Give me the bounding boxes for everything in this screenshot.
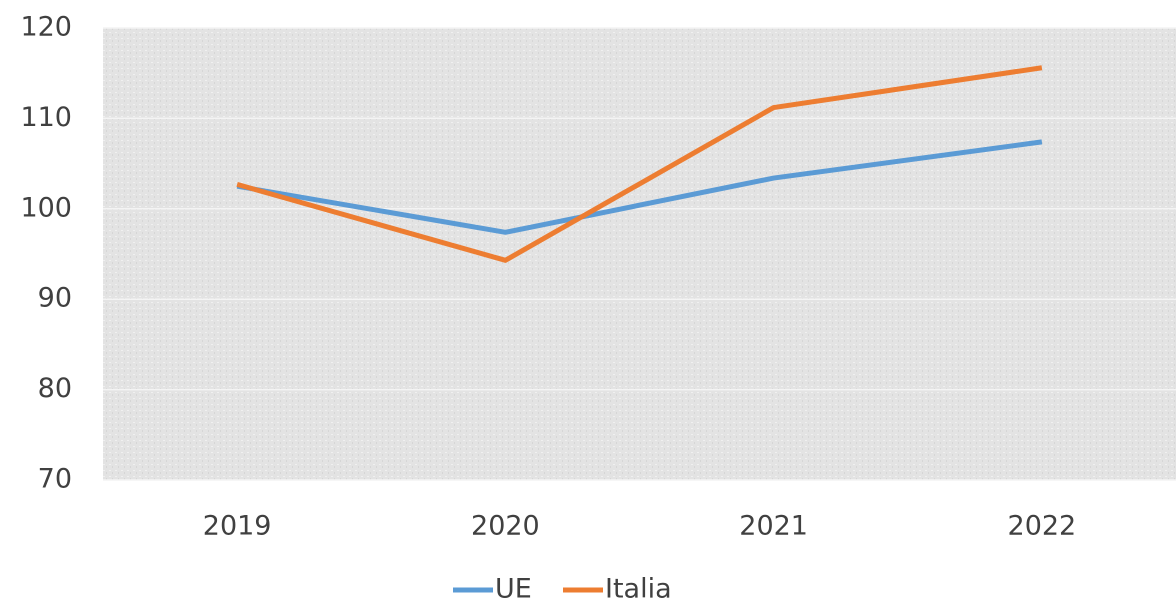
legend-label: Italia [605, 574, 672, 605]
x-tick-label: 2019 [203, 511, 272, 542]
line-series [236, 65, 1043, 263]
y-tick-label: 110 [20, 102, 72, 133]
y-tick-label: 70 [38, 464, 72, 495]
line-series [236, 139, 1043, 235]
plot-area [103, 28, 1176, 480]
y-tick-label: 90 [38, 283, 72, 314]
y-tick-label: 80 [38, 373, 72, 404]
legend-label: UE [495, 574, 532, 605]
y-tick-label: 100 [20, 192, 72, 223]
x-tick-label: 2022 [1008, 511, 1077, 542]
x-tick-label: 2021 [739, 511, 808, 542]
y-tick-label: 120 [20, 12, 72, 43]
x-tick-label: 2020 [471, 511, 540, 542]
